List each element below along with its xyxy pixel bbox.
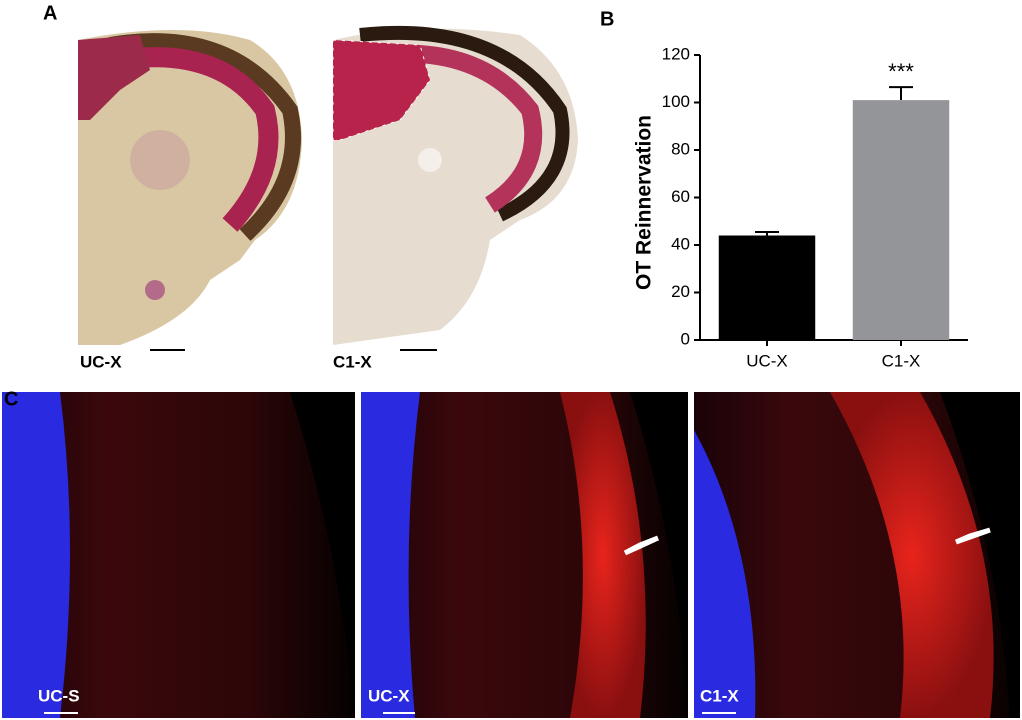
fluorescence-image [2, 392, 355, 718]
y-tick-label: 100 [662, 92, 690, 111]
image-label: C1-X [333, 352, 372, 371]
image-label: UC-X [80, 352, 122, 371]
x-tick-label: UC-X [746, 351, 788, 370]
y-tick-label: 80 [671, 139, 690, 158]
y-axis-label: OT Reinnervation [633, 115, 656, 290]
bar [852, 100, 950, 340]
y-tick-label: 0 [681, 329, 690, 348]
y-tick-label: 40 [671, 234, 690, 253]
bar [718, 235, 816, 340]
image-label: C1-X [700, 686, 739, 705]
y-tick-label: 120 [662, 44, 690, 63]
histology-image [332, 25, 578, 345]
y-tick-label: 20 [671, 282, 690, 301]
image-label: UC-X [368, 686, 410, 705]
x-tick-label: C1-X [882, 351, 921, 370]
fluorescence-image [361, 392, 688, 718]
histology-image [78, 30, 302, 345]
fluorescence-image [694, 392, 1020, 718]
panel-label: A [43, 2, 57, 24]
panel-label: B [600, 8, 614, 30]
y-tick-label: 60 [671, 187, 690, 206]
panel-label: C [4, 388, 18, 410]
bar-chart: 0 20 40 60 80 100 120 OT Reinnervation UC-X C1-X *… [633, 44, 968, 370]
significance-label: *** [888, 59, 914, 84]
image-label: UC-S [38, 686, 80, 705]
